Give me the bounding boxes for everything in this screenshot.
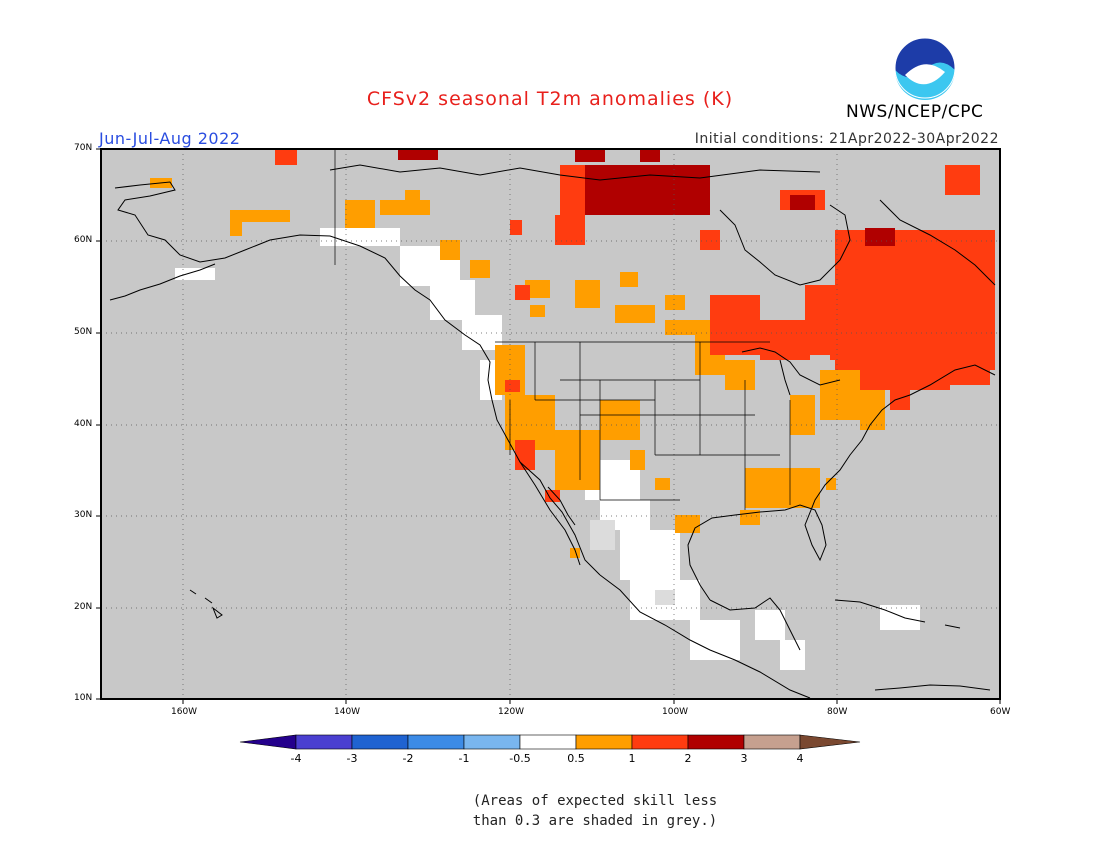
agency-label: NWS/NCEP/CPC xyxy=(846,102,984,122)
lat-label-40n: 40N xyxy=(74,419,93,429)
colorbar-tick-label: -1 xyxy=(458,752,470,765)
map-frame xyxy=(100,148,1001,700)
dark-red-region xyxy=(398,150,895,246)
colorbar-bin xyxy=(295,734,353,750)
noaa-logo xyxy=(894,37,956,100)
season-label: Jun-Jul-Aug 2022 xyxy=(99,129,241,148)
colorbar-bin-low-arrow xyxy=(239,734,297,750)
colorbar-tick-label: -4 xyxy=(290,752,302,765)
colorbar-bin xyxy=(743,734,801,750)
colorbar-bin xyxy=(687,734,745,750)
skill-note-line1: (Areas of expected skill less xyxy=(472,793,718,809)
colorbar-bin xyxy=(575,734,633,750)
coastlines xyxy=(109,164,996,699)
chart-title: CFSv2 seasonal T2m anomalies (K) xyxy=(366,88,734,110)
colorbar-bin xyxy=(463,734,521,750)
lon-label-60w: 60W xyxy=(990,707,1011,717)
skill-note: (Areas of expected skill less than 0.3 a… xyxy=(0,791,1100,831)
colorbar-bin xyxy=(631,734,689,750)
colorbar-tick-label: -0.5 xyxy=(509,752,531,765)
colorbar-tick-label: 3 xyxy=(740,752,748,765)
lat-label-10n: 10N xyxy=(74,693,93,703)
colorbar xyxy=(239,734,861,750)
neutral-region xyxy=(175,228,920,670)
colorbar-bin xyxy=(351,734,409,750)
colorbar-tick-label: -3 xyxy=(346,752,358,765)
colorbar-bin xyxy=(519,734,577,750)
colorbar-bin-high-arrow xyxy=(799,734,861,750)
lon-label-100w: 100W xyxy=(662,707,689,717)
axis-ticks xyxy=(96,148,1001,704)
colorbar-tick-label: 0.5 xyxy=(567,752,585,765)
colorbar-tick-label: 1 xyxy=(628,752,636,765)
lon-label-160w: 160W xyxy=(171,707,198,717)
colorbar-tick-label: 2 xyxy=(684,752,692,765)
colorbar-tick-label: -2 xyxy=(402,752,414,765)
lat-label-60n: 60N xyxy=(74,235,93,245)
lat-label-70n: 70N xyxy=(74,143,93,153)
state-borders xyxy=(334,150,791,510)
colorbar-bin xyxy=(407,734,465,750)
anomaly-layer xyxy=(150,150,995,670)
light-grey-patches xyxy=(590,520,675,605)
lon-label-140w: 140W xyxy=(334,707,361,717)
colorbar-tick-label: 4 xyxy=(796,752,804,765)
lat-label-20n: 20N xyxy=(74,602,93,612)
lat-label-50n: 50N xyxy=(74,327,93,337)
initial-conditions-label: Initial conditions: 21Apr2022-30Apr2022 xyxy=(694,131,999,147)
lon-label-120w: 120W xyxy=(498,707,525,717)
skill-note-line2: than 0.3 are shaded in grey.) xyxy=(472,813,718,829)
lat-label-30n: 30N xyxy=(74,510,93,520)
lon-label-80w: 80W xyxy=(827,707,848,717)
